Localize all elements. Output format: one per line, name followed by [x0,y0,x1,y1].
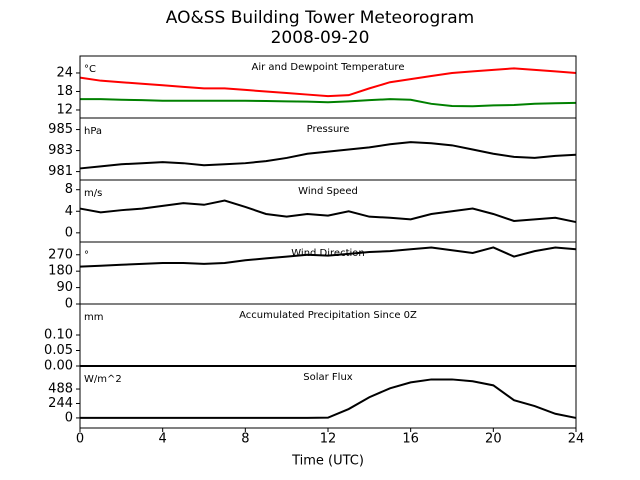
panel-title: Wind Speed [298,186,358,197]
x-tick-label: 24 [568,432,585,447]
y-tick-label: 270 [48,247,73,262]
chart-subtitle: 2008-09-20 [271,28,370,48]
y-tick-label: 4 [65,204,73,219]
y-tick-label: 0.00 [44,359,73,374]
y-tick-label: 8 [65,182,73,197]
y-tick-label: 244 [48,396,73,411]
y-tick-label: 0 [65,410,73,425]
panel-title: Pressure [307,124,350,135]
y-tick-label: 24 [56,65,73,80]
data-line [79,67,577,98]
x-tick-label: 4 [159,432,167,447]
panel-title: Air and Dewpoint Temperature [252,62,405,73]
y-tick-label: 18 [56,84,73,99]
chart-title: AO&SS Building Tower Meteorogram [166,8,474,28]
data-line [79,246,577,268]
unit-label: mm [84,312,103,323]
x-tick-label: 0 [76,432,84,447]
data-line [80,378,577,419]
x-tick-label: 16 [402,432,419,447]
y-tick-label: 90 [56,280,73,295]
y-tick-label: 12 [56,102,73,117]
x-tick-label: 8 [241,432,249,447]
y-tick-label: 0 [65,297,73,312]
unit-label: W/m^2 [84,374,122,385]
x-axis-label: Time (UTC) [291,454,364,469]
y-tick-label: 180 [48,264,73,279]
y-tick-label: 488 [48,382,73,397]
data-line [80,98,577,108]
unit-label: °C [84,64,96,75]
unit-label: hPa [84,126,102,137]
unit-label: ° [84,250,89,261]
panel-title: Accumulated Precipitation Since 0Z [239,310,417,321]
data-line [79,141,577,170]
x-tick-label: 12 [320,432,337,447]
x-tick-label: 20 [485,432,502,447]
y-tick-label: 981 [48,164,73,179]
y-tick-label: 0.05 [44,343,73,358]
unit-label: m/s [84,188,102,199]
y-tick-label: 985 [48,122,73,137]
data-line [79,199,577,224]
y-tick-label: 0 [65,225,73,240]
y-tick-label: 0.10 [44,328,73,343]
panel-title: Wind Direction [291,248,365,259]
panel-title: Solar Flux [303,372,353,383]
y-tick-label: 983 [48,143,73,158]
